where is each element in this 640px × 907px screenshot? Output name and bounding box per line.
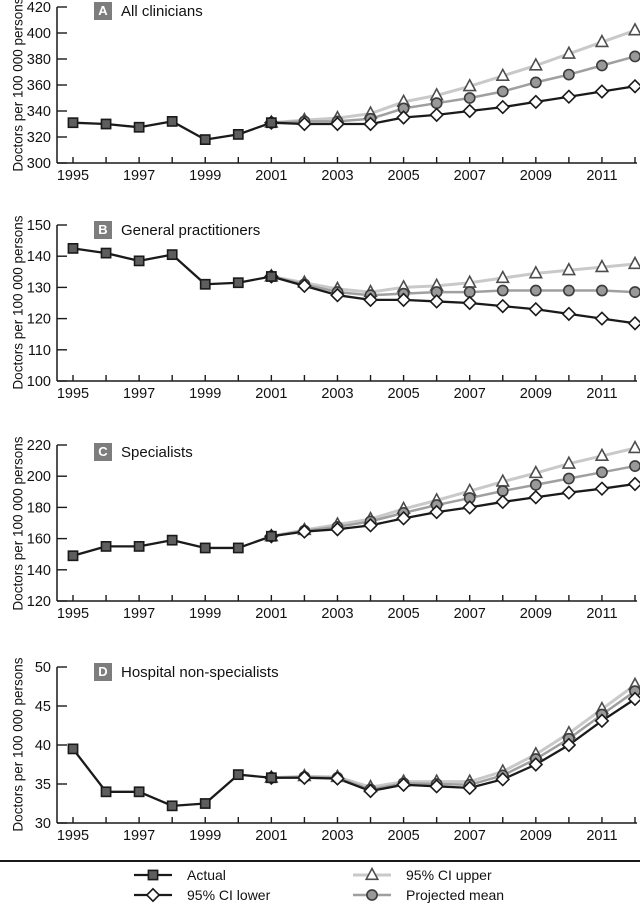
panel-c-title: C Specialists [94,443,193,461]
svg-text:400: 400 [27,26,51,42]
svg-text:2005: 2005 [387,386,419,402]
svg-text:150: 150 [27,218,51,234]
svg-text:2007: 2007 [454,386,486,402]
panel-d-title: D Hospital non-specialists [94,663,279,681]
svg-text:45: 45 [35,699,51,715]
svg-text:320: 320 [27,130,51,146]
svg-text:2007: 2007 [454,828,486,844]
svg-text:2001: 2001 [255,168,287,184]
svg-text:300: 300 [27,156,51,172]
svg-text:1997: 1997 [123,386,155,402]
legend-label-ci-upper: 95% CI upper [406,867,492,883]
panel-a-y-axis-label: Doctors per 100 000 persons [10,0,26,172]
svg-text:1999: 1999 [189,168,221,184]
svg-text:35: 35 [35,777,51,793]
projected-mean-series-marker-icon [353,889,391,901]
svg-text:2003: 2003 [321,828,353,844]
svg-text:2007: 2007 [454,606,486,622]
svg-text:120: 120 [27,312,51,328]
ci-upper-series-marker-icon [353,867,391,881]
svg-text:1995: 1995 [57,828,89,844]
svg-text:140: 140 [27,563,51,579]
svg-text:420: 420 [27,0,51,16]
svg-text:2003: 2003 [321,386,353,402]
svg-text:2009: 2009 [520,168,552,184]
svg-text:120: 120 [27,594,51,610]
panel-b-title-text: General practitioners [121,221,261,239]
svg-text:2005: 2005 [387,828,419,844]
svg-text:2011: 2011 [586,386,617,402]
panel-c-plot: 120 140 160 180 200 220 1995 1997 1999 2001 2003 20… [27,438,640,622]
svg-text:1999: 1999 [189,828,221,844]
svg-text:2005: 2005 [387,606,419,622]
svg-text:1995: 1995 [57,606,89,622]
panel-b-badge: B [94,221,112,239]
panel-a-plot: 300 320 340 360 380 400 420 1995 1997 1999 2001 200… [27,0,640,184]
legend-label-ci-lower: 95% CI lower [187,887,271,903]
svg-text:30: 30 [35,816,51,832]
panel-d-badge: D [94,663,112,681]
svg-text:110: 110 [28,343,51,359]
legend-label-actual: Actual [187,867,226,883]
svg-text:180: 180 [27,500,51,516]
svg-text:2011: 2011 [586,828,617,844]
svg-text:200: 200 [27,469,51,485]
panel-d-plot: 30 35 40 45 50 1995 1997 1999 2001 2003 2005 2007 20… [35,660,640,844]
panel-d-title-text: Hospital non-specialists [121,663,279,681]
panel-c-y-axis-label: Doctors per 100 000 persons [10,436,26,611]
legend-item-actual: Actual [133,866,226,884]
panel-b-title: B General practitioners [94,221,260,239]
panel-a-badge: A [94,2,112,20]
svg-text:1995: 1995 [57,168,89,184]
panel-a-title: A All clinicians [94,2,203,20]
svg-text:2003: 2003 [321,168,353,184]
svg-text:2003: 2003 [321,606,353,622]
panel-c-title-text: Specialists [121,443,193,461]
svg-text:140: 140 [27,249,51,265]
panel-b-y-axis-label: Doctors per 100 000 persons [10,215,26,390]
svg-text:1997: 1997 [123,828,155,844]
svg-text:50: 50 [35,660,51,676]
ci-lower-series-marker-icon [134,887,172,903]
svg-text:2011: 2011 [586,606,617,622]
svg-text:380: 380 [27,52,51,68]
svg-text:340: 340 [27,104,51,120]
legend-separator-rule [0,860,640,862]
panel-c-badge: C [94,443,112,461]
actual-series-marker-icon [134,869,172,881]
svg-text:130: 130 [27,280,51,296]
svg-text:2009: 2009 [520,606,552,622]
panel-b-plot: 100 110 120 130 140 150 1995 1997 1999 2001 2003 20… [27,218,640,402]
legend-item-ci-lower: 95% CI lower [133,886,270,904]
svg-text:1999: 1999 [189,386,221,402]
legend-item-ci-upper: 95% CI upper [352,866,492,884]
svg-text:2009: 2009 [520,828,552,844]
svg-text:2011: 2011 [586,168,617,184]
svg-text:360: 360 [27,78,51,94]
svg-text:2001: 2001 [255,606,287,622]
svg-text:2001: 2001 [255,386,287,402]
svg-text:1997: 1997 [123,168,155,184]
panel-a-title-text: All clinicians [121,2,203,20]
svg-text:2009: 2009 [520,386,552,402]
svg-text:40: 40 [35,738,51,754]
svg-text:220: 220 [27,438,51,454]
svg-text:2007: 2007 [454,168,486,184]
svg-text:1995: 1995 [57,386,89,402]
legend-label-projected-mean: Projected mean [406,887,505,903]
svg-text:1999: 1999 [189,606,221,622]
panel-d-y-axis-label: Doctors per 100 000 persons [10,657,26,832]
svg-text:1997: 1997 [123,606,155,622]
svg-text:160: 160 [27,532,51,548]
legend-item-projected-mean: Projected mean [352,886,504,904]
svg-text:100: 100 [27,374,51,390]
svg-text:2001: 2001 [255,828,287,844]
svg-text:2005: 2005 [387,168,419,184]
